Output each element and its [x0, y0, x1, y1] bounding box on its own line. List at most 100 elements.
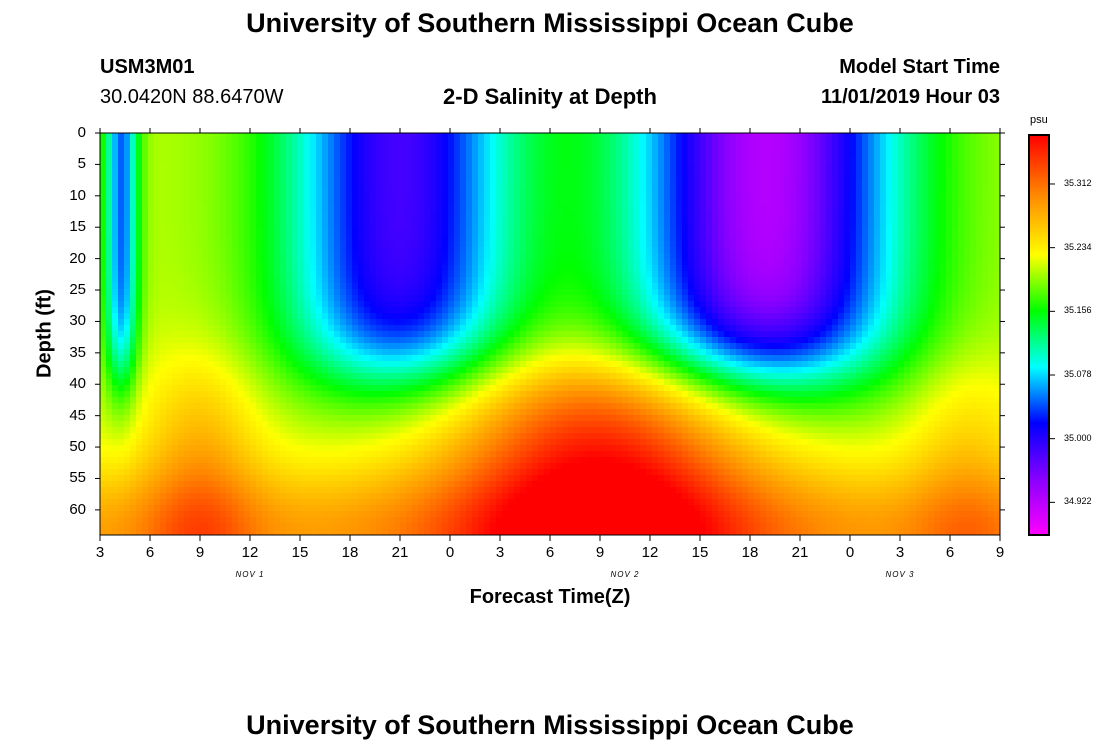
heatmap-cell — [130, 145, 137, 152]
heatmap-cell — [796, 145, 803, 152]
heatmap-cell — [100, 295, 107, 302]
heatmap-cell — [550, 295, 557, 302]
heatmap-cell — [676, 289, 683, 296]
heatmap-cell — [838, 163, 845, 170]
heatmap-cell — [166, 163, 173, 170]
heatmap-cell — [274, 289, 281, 296]
heatmap-cell — [310, 163, 317, 170]
heatmap-cell — [580, 277, 587, 284]
heatmap-cell — [826, 271, 833, 278]
heatmap-cell — [820, 289, 827, 296]
heatmap-cell — [136, 331, 143, 338]
heatmap-cell — [316, 187, 323, 194]
heatmap-cell — [304, 217, 311, 224]
heatmap-cell — [466, 187, 473, 194]
heatmap-cell — [634, 295, 641, 302]
heatmap-cell — [130, 331, 137, 338]
heatmap-cell — [814, 235, 821, 242]
heatmap-cell — [196, 313, 203, 320]
heatmap-cell — [760, 277, 767, 284]
heatmap-cell — [154, 139, 161, 146]
heatmap-cell — [916, 289, 923, 296]
heatmap-cell — [508, 319, 515, 326]
heatmap-cell — [916, 277, 923, 284]
heatmap-cell — [460, 205, 467, 212]
heatmap-cell — [142, 199, 149, 206]
heatmap-cell — [622, 259, 629, 266]
heatmap-cell — [358, 301, 365, 308]
heatmap-cell — [124, 259, 131, 266]
heatmap-cell — [694, 265, 701, 272]
heatmap-cell — [496, 313, 503, 320]
heatmap-cell — [682, 235, 689, 242]
heatmap-cell — [310, 217, 317, 224]
heatmap-cell — [472, 199, 479, 206]
heatmap-cell — [310, 241, 317, 248]
heatmap-cell — [304, 253, 311, 260]
heatmap-cell — [520, 169, 527, 176]
heatmap-cell — [724, 199, 731, 206]
heatmap-cell — [118, 301, 125, 308]
heatmap-cell — [328, 295, 335, 302]
heatmap-cell — [142, 229, 149, 236]
heatmap-cell — [826, 181, 833, 188]
heatmap-cell — [580, 181, 587, 188]
heatmap-cell — [202, 133, 209, 140]
heatmap-cell — [106, 229, 113, 236]
heatmap-cell — [982, 235, 989, 242]
heatmap-cell — [958, 187, 965, 194]
heatmap-cell — [844, 283, 851, 290]
heatmap-cell — [712, 151, 719, 158]
heatmap-cell — [700, 307, 707, 314]
heatmap-cell — [796, 247, 803, 254]
heatmap-cell — [256, 151, 263, 158]
heatmap-cell — [910, 175, 917, 182]
heatmap-cell — [304, 157, 311, 164]
heatmap-cell — [472, 301, 479, 308]
heatmap-cell — [214, 277, 221, 284]
heatmap-cell — [484, 277, 491, 284]
heatmap-cell — [682, 217, 689, 224]
heatmap-cell — [940, 235, 947, 242]
heatmap-cell — [136, 217, 143, 224]
heatmap-cell — [508, 253, 515, 260]
heatmap-cell — [502, 163, 509, 170]
heatmap-cell — [532, 211, 539, 218]
heatmap-cell — [964, 139, 971, 146]
heatmap-cell — [340, 223, 347, 230]
heatmap-cell — [472, 253, 479, 260]
heatmap-cell — [724, 247, 731, 254]
heatmap-cell — [670, 223, 677, 230]
heatmap-cell — [772, 319, 779, 326]
heatmap-cell — [166, 211, 173, 218]
heatmap-cell — [844, 217, 851, 224]
heatmap-cell — [562, 151, 569, 158]
heatmap-cell — [928, 193, 935, 200]
heatmap-cell — [478, 235, 485, 242]
heatmap-cell — [742, 247, 749, 254]
heatmap-cell — [376, 205, 383, 212]
heatmap-cell — [118, 277, 125, 284]
heatmap-cell — [862, 271, 869, 278]
heatmap-cell — [928, 319, 935, 326]
heatmap-cell — [802, 211, 809, 218]
heatmap-cell — [808, 133, 815, 140]
heatmap-cell — [610, 199, 617, 206]
heatmap-cell — [232, 211, 239, 218]
heatmap-cell — [808, 163, 815, 170]
heatmap-cell — [112, 157, 119, 164]
heatmap-cell — [610, 193, 617, 200]
heatmap-cell — [100, 175, 107, 182]
heatmap-cell — [220, 331, 227, 338]
heatmap-cell — [898, 151, 905, 158]
heatmap-cell — [574, 187, 581, 194]
heatmap-cell — [976, 169, 983, 176]
heatmap-cell — [982, 301, 989, 308]
heatmap-cell — [946, 175, 953, 182]
heatmap-cell — [682, 211, 689, 218]
heatmap-cell — [364, 325, 371, 332]
heatmap-cell — [568, 295, 575, 302]
heatmap-cell — [592, 313, 599, 320]
heatmap-cell — [940, 133, 947, 140]
heatmap-cell — [568, 313, 575, 320]
